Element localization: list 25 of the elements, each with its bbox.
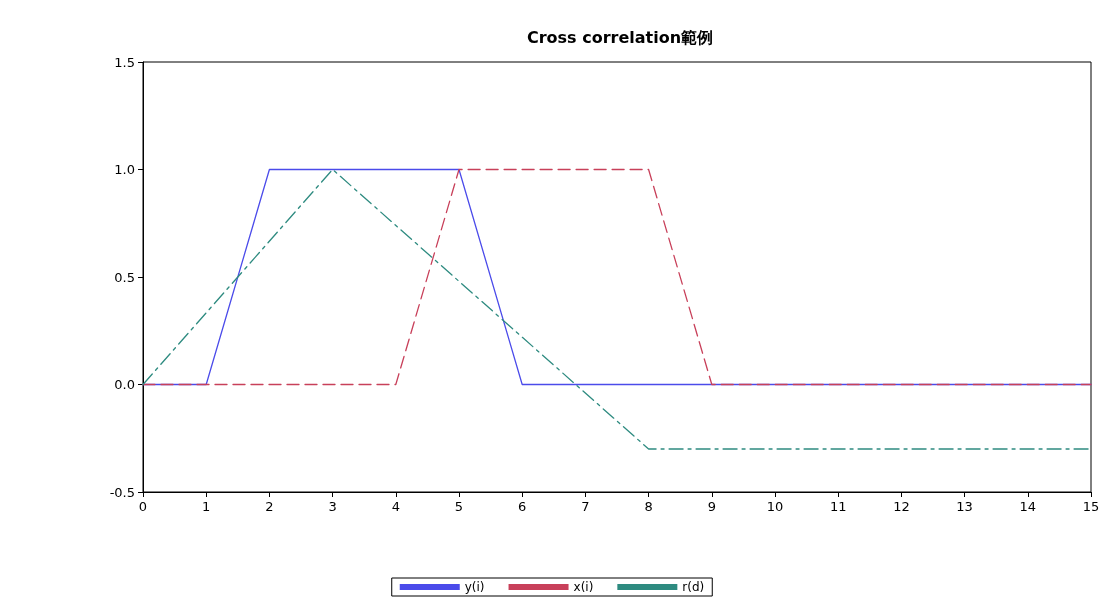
chart-title: Cross correlation範例 — [526, 27, 714, 47]
x-tick-label: 1 — [202, 499, 211, 514]
x-tick-label: 0 — [138, 499, 148, 514]
y-tick-label: 0.0 — [114, 377, 135, 392]
x-tick-label: 8 — [644, 499, 653, 514]
x-tick-label: 4 — [391, 499, 400, 514]
legend-label: x(i) — [573, 580, 594, 594]
x-tick-label: 5 — [454, 499, 464, 514]
x-tick-label: 11 — [829, 499, 847, 514]
y-tick-label: -0.5 — [109, 484, 135, 500]
legend-label: y(i) — [464, 580, 485, 594]
x-tick-label: 13 — [956, 499, 973, 514]
x-tick-label: 7 — [581, 499, 590, 514]
x-tick-label: 9 — [707, 499, 716, 514]
x-tick-label: 15 — [1082, 499, 1100, 514]
x-tick-label: 2 — [265, 499, 274, 514]
x-tick-label: 6 — [518, 499, 527, 514]
y-tick-label: 1.5 — [114, 54, 135, 70]
x-tick-label: 3 — [328, 499, 337, 514]
y-tick-label: 0.5 — [114, 269, 135, 285]
legend-label: r(d) — [682, 580, 705, 594]
x-tick-label: 12 — [893, 499, 910, 514]
y-tick-label: 1.0 — [114, 162, 135, 177]
x-tick-label: 10 — [766, 499, 784, 514]
x-tick-label: 14 — [1019, 499, 1037, 514]
